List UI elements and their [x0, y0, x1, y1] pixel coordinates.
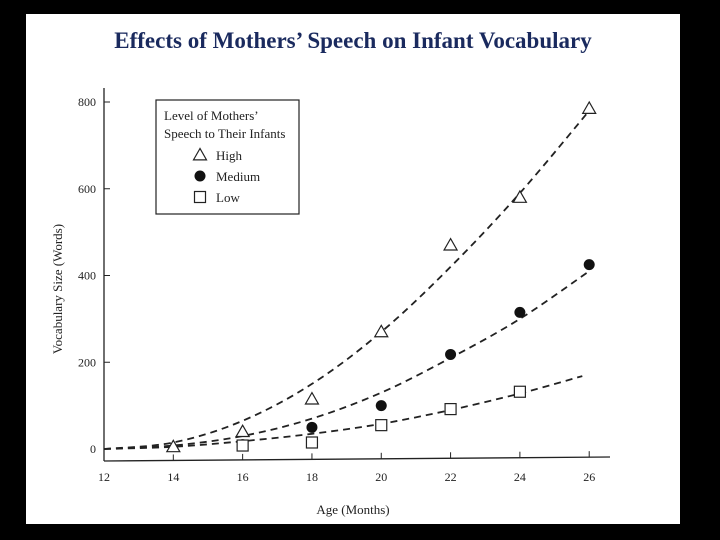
point-low	[237, 440, 248, 451]
x-tick-label: 22	[445, 470, 457, 484]
x-tick-label: 14	[167, 470, 179, 484]
point-medium	[584, 259, 595, 270]
slide: Effects of Mothers’ Speech on Infant Voc…	[26, 14, 680, 524]
x-tick-label: 26	[583, 470, 595, 484]
legend-title-line2: Speech to Their Infants	[164, 126, 285, 141]
chart: Level of Mothers’ Speech to Their Infant…	[26, 14, 680, 524]
x-tick-label: 24	[514, 470, 526, 484]
legend: Level of Mothers’ Speech to Their Infant…	[156, 100, 299, 214]
point-high	[513, 191, 526, 202]
point-low	[376, 420, 387, 431]
x-tick-label: 20	[375, 470, 387, 484]
point-low	[445, 404, 456, 415]
point-medium	[376, 400, 387, 411]
fit-curve-medium	[104, 271, 589, 449]
x-tick-label: 12	[98, 470, 110, 484]
point-low	[306, 437, 317, 448]
point-high	[444, 239, 457, 250]
legend-label-low: Low	[216, 190, 240, 205]
y-tick-label: 800	[78, 95, 96, 109]
legend-label-medium: Medium	[216, 169, 260, 184]
point-medium	[514, 307, 525, 318]
x-axis-line	[104, 457, 610, 461]
x-axis-label: Age (Months)	[316, 502, 389, 517]
y-tick-label: 200	[78, 355, 96, 369]
fit-curve-low	[104, 376, 582, 449]
x-tick-label: 16	[237, 470, 249, 484]
point-high	[236, 425, 249, 436]
x-tick-label: 18	[306, 470, 318, 484]
legend-title-line1: Level of Mothers’	[164, 108, 259, 123]
legend-label-high: High	[216, 148, 243, 163]
y-tick-label: 400	[78, 269, 96, 283]
y-axis-label: Vocabulary Size (Words)	[50, 224, 65, 354]
legend-marker-low	[195, 192, 206, 203]
legend-marker-medium	[195, 171, 206, 182]
point-medium	[306, 422, 317, 433]
y-tick-label: 0	[90, 442, 96, 456]
y-tick-label: 600	[78, 182, 96, 196]
point-high	[583, 102, 596, 113]
point-medium	[445, 349, 456, 360]
point-high	[305, 393, 318, 404]
point-low	[514, 386, 525, 397]
